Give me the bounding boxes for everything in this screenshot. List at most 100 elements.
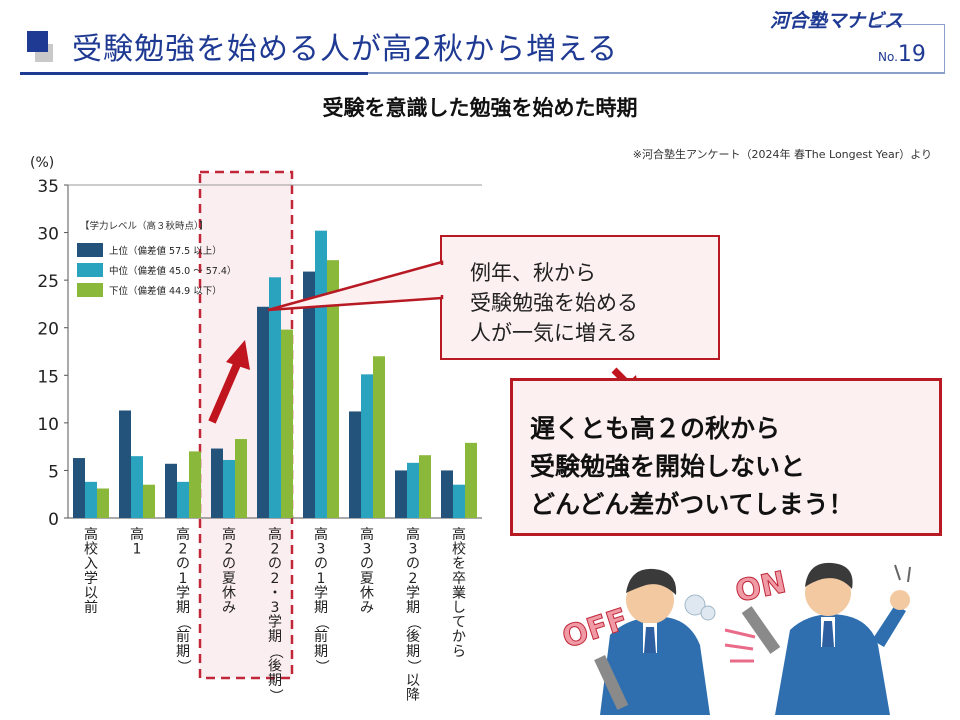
bar [269,277,281,518]
category-label-char: 高 [314,526,328,543]
legend-item-upper: 上位（偏差値 57.5 以上） [77,243,222,257]
bar [143,484,155,518]
category-label-char: 高 [360,526,374,543]
bar [441,470,453,518]
category-label-char: の [268,556,282,572]
category-label-char: 1 [133,542,142,558]
legend-label-upper: 上位（偏差値 57.5 以上） [109,246,222,257]
category-label-char: 入 [84,556,98,572]
category-label-char: 休 [222,585,236,601]
bar [395,470,407,518]
category-label-char: （ [313,616,329,630]
category-label-char: 夏 [222,571,236,587]
callout-box-warning [510,378,942,536]
page-number-value: 19 [897,42,926,67]
category-label-char: 期 [406,600,420,616]
category-label-char: 業 [452,585,466,601]
category-label-char: ・ [268,585,282,601]
callout-box-trend [440,235,720,360]
y-tick-label: 5 [48,462,59,482]
bar [465,442,477,518]
category-label-char: 高 [84,526,98,543]
category-label-char: （ [405,616,421,630]
bar [211,448,223,518]
category-label-char: 期 [314,644,328,660]
category-label-char: 2 [179,542,188,558]
legend-item-middle: 中位（偏差値 45.0 ～ 57.4） [77,263,236,277]
category-label-char: の [222,556,236,572]
callout-text-trend: 例年、秋から 受験勉強を始める 人が一気に増える [470,261,638,345]
bar [97,488,109,518]
category-label-char: 学 [314,585,328,601]
category-label-char: 3 [363,542,372,558]
legend-item-lower: 下位（偏差値 44.9 以下） [77,283,222,297]
brand-logo: 河合塾マナビス [770,10,904,32]
category-label-char: 学 [176,585,190,601]
category-label-char: の [314,556,328,572]
category-label-char: 高 [130,526,144,543]
y-tick-label: 0 [48,510,59,530]
bar [85,481,97,518]
bar [119,410,131,518]
category-label-char: 期 [176,600,190,616]
category-label-char: 高 [222,526,236,543]
category-label-char: 後 [406,629,420,645]
bar [189,451,201,518]
bar [257,306,269,518]
category-label-char: 期 [314,600,328,616]
category-label-char: 高 [268,526,282,543]
y-axis-label: (%) [30,155,54,171]
category-label-char: の [406,556,420,572]
category-label-char: の [176,556,190,572]
category-label-char: 休 [360,585,374,601]
bar [419,455,431,518]
bar [73,458,85,518]
category-label-char: を [452,556,466,572]
category-label-char: み [222,600,236,616]
category-label-char: 学 [84,571,98,587]
off-person-icon [594,568,716,715]
category-label-char: 3 [409,542,418,558]
category-label-char: 学 [268,615,282,631]
category-label-char: 2 [409,571,418,587]
legend-label-lower: 下位（偏差値 44.9 以下） [109,286,222,297]
off-on-illustration: OFF ON [558,562,911,715]
category-label-char: ら [452,644,466,660]
category-label-char: 高 [176,526,190,543]
category-label-char: ） [405,659,421,673]
category-label-char: 前 [314,628,328,645]
category-label-char: ） [267,689,283,703]
category-label-char: 期 [268,629,282,645]
bar [235,439,247,518]
bar [223,459,235,518]
page-number: No.19 [878,42,926,67]
category-label-char: 学 [406,585,420,601]
bar [327,260,339,518]
category-label-char: 校 [84,541,98,558]
category-label-char: 1 [317,571,326,587]
category-label-char: 校 [452,541,466,558]
on-label: ON [732,565,789,610]
category-label-char: 期 [406,644,420,660]
title-underline-accent [20,72,368,75]
category-label-char: 降 [406,688,420,704]
y-tick-label: 35 [37,177,59,197]
page-number-prefix: No. [878,50,898,64]
bar [177,481,189,518]
category-label-char: （ [175,616,191,630]
y-tick-label: 25 [37,272,59,292]
category-label-char: 前 [176,628,190,645]
y-tick-label: 15 [37,367,59,387]
category-label-char: し [452,600,466,616]
category-label-char: ） [175,659,191,673]
bar [315,230,327,518]
page-number-frame-top [875,24,945,25]
category-label-char: 高 [452,526,466,543]
category-label-char: 2 [271,542,280,558]
category-label-char: 3 [271,600,280,616]
bar [303,271,315,518]
y-tick-label: 10 [37,415,59,435]
title-bullet [27,31,48,52]
on-person-icon [724,562,911,715]
